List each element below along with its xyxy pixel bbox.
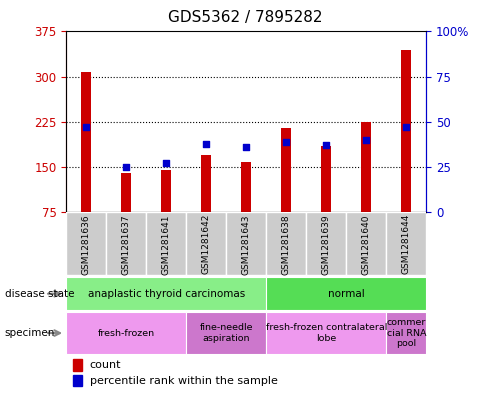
Bar	[226, 212, 266, 275]
Bar	[66, 212, 106, 275]
Bar	[241, 162, 251, 212]
Text: GSM1281636: GSM1281636	[82, 214, 91, 275]
Bar	[186, 212, 226, 275]
Point	[202, 140, 210, 147]
Text: GSM1281638: GSM1281638	[282, 214, 291, 275]
Bar	[201, 155, 211, 212]
Text: fine-needle
aspiration: fine-needle aspiration	[199, 323, 253, 343]
Bar	[106, 212, 146, 275]
Text: fresh-frozen: fresh-frozen	[98, 329, 155, 338]
Bar	[281, 128, 291, 212]
Text: GSM1281637: GSM1281637	[122, 214, 131, 275]
Text: anaplastic thyroid carcinomas: anaplastic thyroid carcinomas	[88, 289, 245, 299]
Text: commer
cial RNA
pool: commer cial RNA pool	[387, 318, 426, 348]
Text: GSM1281640: GSM1281640	[362, 214, 371, 275]
Bar	[66, 277, 266, 310]
Text: GSM1281642: GSM1281642	[202, 214, 211, 274]
Point	[402, 124, 410, 130]
Bar	[186, 312, 266, 354]
Bar	[74, 359, 82, 371]
Bar	[401, 50, 411, 212]
Bar	[266, 277, 426, 310]
Text: GSM1281643: GSM1281643	[242, 214, 251, 275]
Point	[282, 139, 290, 145]
Bar	[346, 212, 386, 275]
Point	[322, 142, 330, 149]
Bar	[121, 173, 131, 212]
Bar	[146, 212, 186, 275]
Text: percentile rank within the sample: percentile rank within the sample	[90, 376, 277, 386]
Bar	[386, 312, 426, 354]
Point	[162, 160, 170, 167]
Bar	[161, 170, 171, 212]
Bar	[266, 312, 386, 354]
Text: GSM1281641: GSM1281641	[162, 214, 171, 275]
Point	[363, 137, 370, 143]
Bar	[81, 72, 91, 212]
Text: normal: normal	[328, 289, 365, 299]
Point	[122, 164, 130, 170]
Bar	[386, 212, 426, 275]
Text: GDS5362 / 7895282: GDS5362 / 7895282	[168, 10, 322, 25]
Text: specimen: specimen	[5, 328, 55, 338]
Bar	[361, 122, 371, 212]
Bar	[66, 312, 186, 354]
Bar	[306, 212, 346, 275]
Bar	[74, 375, 82, 386]
Text: GSM1281639: GSM1281639	[322, 214, 331, 275]
Point	[242, 144, 250, 150]
Text: count: count	[90, 360, 121, 370]
Text: GSM1281644: GSM1281644	[402, 214, 411, 274]
Bar	[321, 146, 331, 212]
Bar	[266, 212, 306, 275]
Text: disease state: disease state	[5, 289, 74, 299]
Point	[82, 124, 90, 130]
Text: fresh-frozen contralateral
lobe: fresh-frozen contralateral lobe	[266, 323, 387, 343]
